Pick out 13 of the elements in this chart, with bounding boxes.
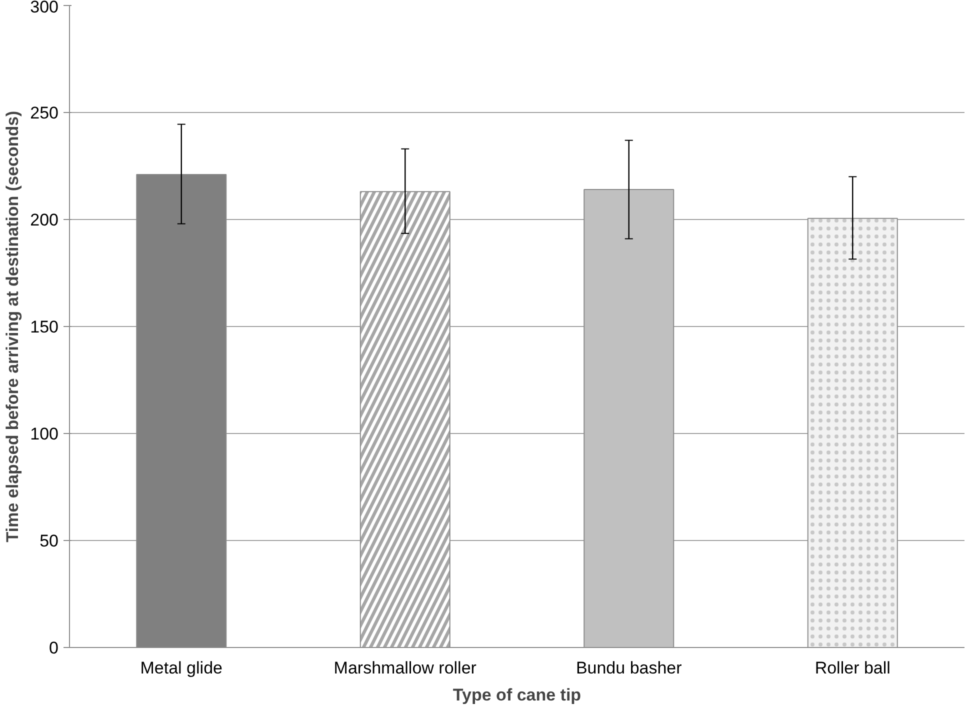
y-tick-label: 250 — [30, 104, 59, 122]
y-tick-label: 150 — [30, 318, 59, 336]
x-tick-label: Metal glide — [140, 658, 222, 678]
y-axis-title: Time elapsed before arriving at destination (seconds) — [3, 110, 22, 542]
x-axis-title: Type of cane tip — [452, 686, 582, 704]
x-tick-label: Marshmallow roller — [334, 658, 477, 678]
x-tick-label: Roller ball — [814, 658, 890, 678]
y-tick-label: 300 — [30, 0, 59, 16]
y-tick-label: 0 — [49, 638, 59, 658]
y-tick-label: 100 — [30, 424, 59, 444]
y-tick-label: 50 — [40, 532, 59, 550]
y-tick-label: 200 — [30, 210, 59, 230]
x-tick-label: Bundu basher — [576, 658, 682, 678]
